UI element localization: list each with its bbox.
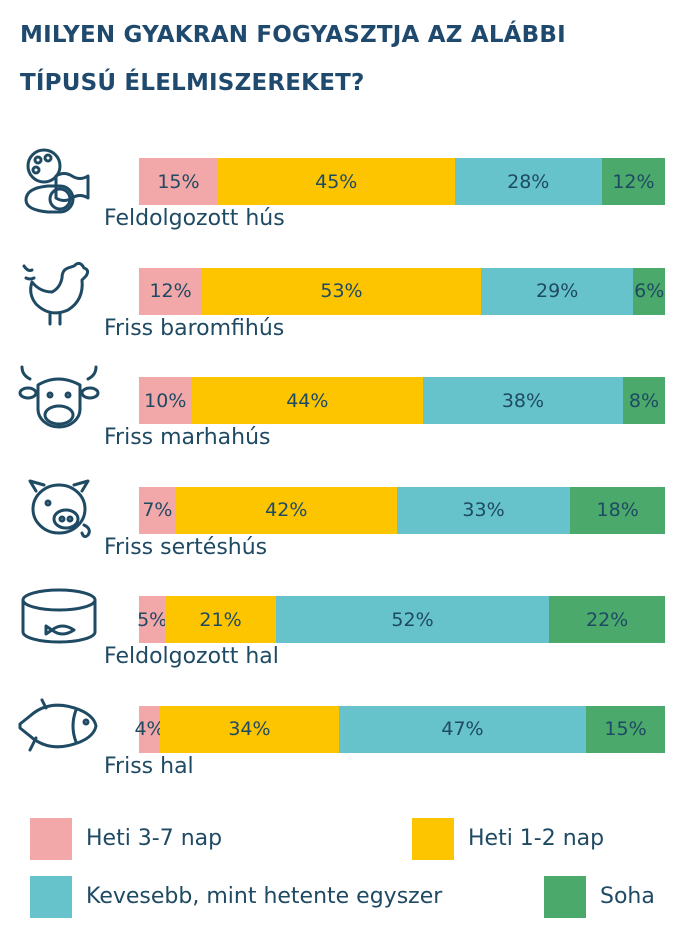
category-label: Friss sertéshús	[104, 534, 268, 560]
bar-segment: 8%	[622, 377, 665, 424]
data-label: 15%	[604, 718, 647, 740]
bar-segment: 15%	[586, 705, 665, 753]
data-label: 10%	[144, 389, 187, 412]
bar-segment: 12%	[139, 267, 203, 315]
legend-swatch	[412, 818, 454, 860]
category-label: Friss marhahús	[104, 425, 271, 450]
data-label: 22%	[586, 608, 629, 631]
data-label: 28%	[507, 170, 550, 193]
processed-meat-icon	[24, 148, 90, 214]
legend-label: Heti 3-7 nap	[86, 826, 223, 851]
bar-segment: 45%	[217, 158, 455, 205]
bar-segment: 21%	[165, 596, 276, 643]
bar-segment: 12%	[601, 158, 665, 205]
bar-segment: 33%	[396, 486, 571, 534]
data-label: 47%	[441, 718, 484, 740]
data-label: 6%	[634, 280, 665, 302]
data-label: 52%	[391, 608, 434, 631]
bar-segment: 38%	[423, 377, 623, 424]
bar-segment: 52%	[275, 596, 550, 643]
bar-segment: 34%	[160, 705, 339, 753]
legend-label: Heti 1-2 nap	[468, 826, 605, 851]
canned-fish-icon	[21, 588, 97, 644]
data-label: 34%	[228, 718, 271, 740]
legend-swatch	[544, 876, 586, 918]
data-label: 12%	[149, 280, 192, 302]
bar-segment: 18%	[570, 486, 665, 534]
bar-segment: 53%	[202, 267, 481, 315]
legend-label: Kevesebb, mint hetente egyszer	[86, 884, 443, 909]
fish-icon	[18, 698, 98, 751]
bar-segment: 28%	[454, 158, 602, 205]
data-label: 42%	[265, 499, 308, 521]
chart-title-line-1: MILYEN GYAKRAN FOGYASZTJA AZ ALÁBBI	[20, 22, 566, 48]
category-label: Feldolgozott hal	[104, 644, 279, 669]
data-label: 18%	[596, 499, 639, 521]
data-label: 15%	[157, 170, 200, 193]
bar-segment: 47%	[338, 705, 587, 753]
data-label: 44%	[286, 389, 329, 412]
data-label: 29%	[536, 280, 579, 302]
bar-segment: 22%	[549, 596, 665, 643]
chart-title-line-2: TÍPUSÚ ÉLELMISZEREKET?	[20, 70, 365, 96]
bar-segment: 42%	[175, 486, 397, 534]
legend-swatch	[30, 876, 72, 918]
data-label: 53%	[320, 280, 363, 302]
data-label: 12%	[612, 170, 655, 193]
data-label: 7%	[142, 499, 173, 521]
pig-icon	[28, 479, 91, 538]
data-label: 33%	[462, 499, 505, 521]
category-label: Feldolgozott hús	[104, 206, 285, 231]
legend-label: Soha	[600, 884, 655, 909]
legend-swatch	[30, 818, 72, 860]
bar-segment: 29%	[480, 267, 634, 315]
category-label: Friss baromfihús	[104, 315, 285, 341]
bar-segment: 6%	[633, 267, 665, 315]
bar-segment: 5%	[137, 596, 168, 643]
category-label: Friss hal	[104, 753, 194, 779]
bar-segment: 7%	[139, 486, 176, 534]
bar-segment: 4%	[134, 705, 165, 753]
data-label: 45%	[315, 170, 358, 193]
data-label: 4%	[134, 718, 165, 740]
data-label: 21%	[199, 608, 242, 631]
data-label: 38%	[501, 389, 545, 412]
bar-segment: 15%	[139, 158, 218, 205]
bar-segment: 10%	[139, 377, 192, 424]
chicken-icon	[22, 261, 90, 325]
bar-segment: 44%	[191, 377, 424, 424]
data-label: 8%	[628, 389, 660, 412]
data-label: 5%	[137, 608, 168, 631]
cow-icon	[18, 365, 100, 429]
